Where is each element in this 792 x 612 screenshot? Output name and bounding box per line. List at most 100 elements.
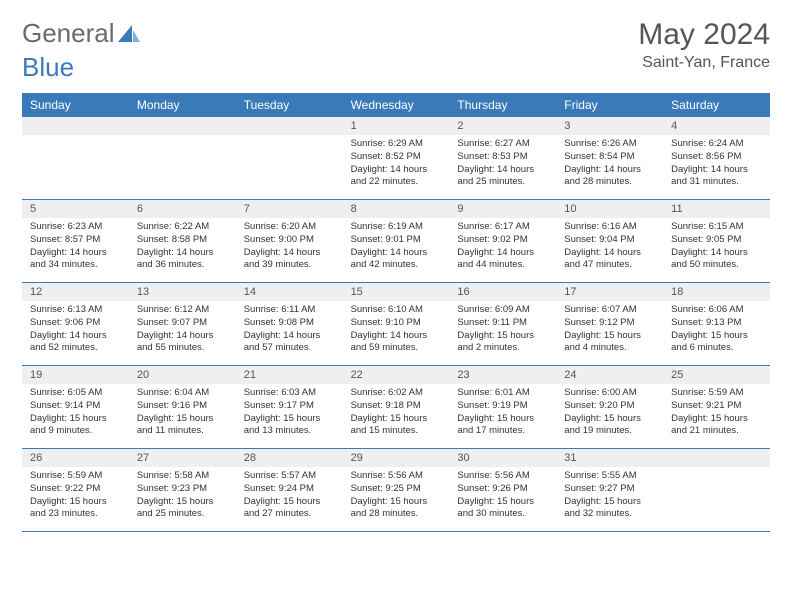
sunset-line: Sunset: 9:18 PM: [351, 400, 442, 413]
day-number: 11: [663, 200, 770, 218]
day-number: 1: [343, 117, 450, 135]
daylight-line: Daylight: 14 hours and 52 minutes.: [30, 330, 121, 356]
sunset-line: Sunset: 9:16 PM: [137, 400, 228, 413]
sunrise-line: Sunrise: 6:20 AM: [244, 221, 335, 234]
sunrise-line: Sunrise: 6:07 AM: [564, 304, 655, 317]
day-cell: 31Sunrise: 5:55 AMSunset: 9:27 PMDayligh…: [556, 449, 663, 531]
sunset-line: Sunset: 9:24 PM: [244, 483, 335, 496]
day-number: 15: [343, 283, 450, 301]
day-cell: 21Sunrise: 6:03 AMSunset: 9:17 PMDayligh…: [236, 366, 343, 448]
sunrise-line: Sunrise: 6:04 AM: [137, 387, 228, 400]
day-number: 8: [343, 200, 450, 218]
day-cell: 11Sunrise: 6:15 AMSunset: 9:05 PMDayligh…: [663, 200, 770, 282]
day-number: 20: [129, 366, 236, 384]
day-number: [236, 117, 343, 135]
day-details: Sunrise: 6:03 AMSunset: 9:17 PMDaylight:…: [236, 384, 343, 442]
daylight-line: Daylight: 15 hours and 13 minutes.: [244, 413, 335, 439]
day-cell: 30Sunrise: 5:56 AMSunset: 9:26 PMDayligh…: [449, 449, 556, 531]
weekday-header: SundayMondayTuesdayWednesdayThursdayFrid…: [22, 93, 770, 117]
day-cell: 6Sunrise: 6:22 AMSunset: 8:58 PMDaylight…: [129, 200, 236, 282]
daylight-line: Daylight: 14 hours and 47 minutes.: [564, 247, 655, 273]
day-cell: [129, 117, 236, 199]
day-details: Sunrise: 5:56 AMSunset: 9:26 PMDaylight:…: [449, 467, 556, 525]
sunrise-line: Sunrise: 5:59 AM: [671, 387, 762, 400]
day-cell: 1Sunrise: 6:29 AMSunset: 8:52 PMDaylight…: [343, 117, 450, 199]
day-details: Sunrise: 6:00 AMSunset: 9:20 PMDaylight:…: [556, 384, 663, 442]
sunrise-line: Sunrise: 6:10 AM: [351, 304, 442, 317]
daylight-line: Daylight: 15 hours and 4 minutes.: [564, 330, 655, 356]
day-number: 4: [663, 117, 770, 135]
daylight-line: Daylight: 15 hours and 6 minutes.: [671, 330, 762, 356]
day-number: 2: [449, 117, 556, 135]
sunset-line: Sunset: 9:25 PM: [351, 483, 442, 496]
day-details: Sunrise: 6:02 AMSunset: 9:18 PMDaylight:…: [343, 384, 450, 442]
day-number: 28: [236, 449, 343, 467]
day-cell: 18 Sunrise: 6:06 AMSunset: 9:13 PMDayligh…: [663, 283, 770, 365]
daylight-line: Daylight: 15 hours and 21 minutes.: [671, 413, 762, 439]
day-number: 24: [556, 366, 663, 384]
day-details: Sunrise: 6:20 AMSunset: 9:00 PMDaylight:…: [236, 218, 343, 276]
day-number: 14: [236, 283, 343, 301]
sunrise-line: Sunrise: 6:09 AM: [457, 304, 548, 317]
day-number: 13: [129, 283, 236, 301]
day-number: 16: [449, 283, 556, 301]
day-details: Sunrise: 6:11 AMSunset: 9:08 PMDaylight:…: [236, 301, 343, 359]
day-number: 17: [556, 283, 663, 301]
day-details: Sunrise: 6:15 AMSunset: 9:05 PMDaylight:…: [663, 218, 770, 276]
day-number: [129, 117, 236, 135]
day-number: 3: [556, 117, 663, 135]
day-number: 18: [663, 283, 770, 301]
logo-text-a: General: [22, 18, 115, 49]
day-number: 19: [22, 366, 129, 384]
sunset-line: Sunset: 8:54 PM: [564, 151, 655, 164]
day-details: Sunrise: 5:56 AMSunset: 9:25 PMDaylight:…: [343, 467, 450, 525]
day-cell: 29Sunrise: 5:56 AMSunset: 9:25 PMDayligh…: [343, 449, 450, 531]
day-cell: 20Sunrise: 6:04 AMSunset: 9:16 PMDayligh…: [129, 366, 236, 448]
sunset-line: Sunset: 9:07 PM: [137, 317, 228, 330]
sunset-line: Sunset: 9:13 PM: [671, 317, 762, 330]
day-cell: [22, 117, 129, 199]
day-number: [663, 449, 770, 467]
day-details: Sunrise: 6:01 AMSunset: 9:19 PMDaylight:…: [449, 384, 556, 442]
sunset-line: Sunset: 9:02 PM: [457, 234, 548, 247]
sunrise-line: Sunrise: 5:58 AM: [137, 470, 228, 483]
weekday-label: Tuesday: [236, 93, 343, 117]
logo-sail-icon: [118, 25, 140, 43]
day-cell: 12Sunrise: 6:13 AMSunset: 9:06 PMDayligh…: [22, 283, 129, 365]
daylight-line: Daylight: 15 hours and 2 minutes.: [457, 330, 548, 356]
daylight-line: Daylight: 15 hours and 15 minutes.: [351, 413, 442, 439]
daylight-line: Daylight: 14 hours and 55 minutes.: [137, 330, 228, 356]
sunrise-line: Sunrise: 6:06 AM: [671, 304, 762, 317]
daylight-line: Daylight: 14 hours and 57 minutes.: [244, 330, 335, 356]
daylight-line: Daylight: 15 hours and 23 minutes.: [30, 496, 121, 522]
daylight-line: Daylight: 15 hours and 30 minutes.: [457, 496, 548, 522]
day-number: 31: [556, 449, 663, 467]
day-cell: 24Sunrise: 6:00 AMSunset: 9:20 PMDayligh…: [556, 366, 663, 448]
sunrise-line: Sunrise: 6:05 AM: [30, 387, 121, 400]
sunset-line: Sunset: 9:00 PM: [244, 234, 335, 247]
day-details: Sunrise: 6:10 AMSunset: 9:10 PMDaylight:…: [343, 301, 450, 359]
sunrise-line: Sunrise: 6:13 AM: [30, 304, 121, 317]
week-row: 19Sunrise: 6:05 AMSunset: 9:14 PMDayligh…: [22, 366, 770, 449]
day-number: 10: [556, 200, 663, 218]
day-cell: 16Sunrise: 6:09 AMSunset: 9:11 PMDayligh…: [449, 283, 556, 365]
sunset-line: Sunset: 8:53 PM: [457, 151, 548, 164]
sunrise-line: Sunrise: 6:16 AM: [564, 221, 655, 234]
daylight-line: Daylight: 15 hours and 28 minutes.: [351, 496, 442, 522]
weekday-label: Saturday: [663, 93, 770, 117]
sunrise-line: Sunrise: 5:59 AM: [30, 470, 121, 483]
sunrise-line: Sunrise: 6:11 AM: [244, 304, 335, 317]
sunset-line: Sunset: 9:21 PM: [671, 400, 762, 413]
sunrise-line: Sunrise: 6:26 AM: [564, 138, 655, 151]
sunrise-line: Sunrise: 6:27 AM: [457, 138, 548, 151]
day-details: Sunrise: 6:23 AMSunset: 8:57 PMDaylight:…: [22, 218, 129, 276]
day-details: Sunrise: 5:55 AMSunset: 9:27 PMDaylight:…: [556, 467, 663, 525]
day-cell: 7Sunrise: 6:20 AMSunset: 9:00 PMDaylight…: [236, 200, 343, 282]
sunset-line: Sunset: 9:01 PM: [351, 234, 442, 247]
daylight-line: Daylight: 14 hours and 50 minutes.: [671, 247, 762, 273]
sunrise-line: Sunrise: 5:55 AM: [564, 470, 655, 483]
day-details: Sunrise: 6:16 AMSunset: 9:04 PMDaylight:…: [556, 218, 663, 276]
day-details: Sunrise: 6:05 AMSunset: 9:14 PMDaylight:…: [22, 384, 129, 442]
day-cell: 26Sunrise: 5:59 AMSunset: 9:22 PMDayligh…: [22, 449, 129, 531]
daylight-line: Daylight: 15 hours and 32 minutes.: [564, 496, 655, 522]
